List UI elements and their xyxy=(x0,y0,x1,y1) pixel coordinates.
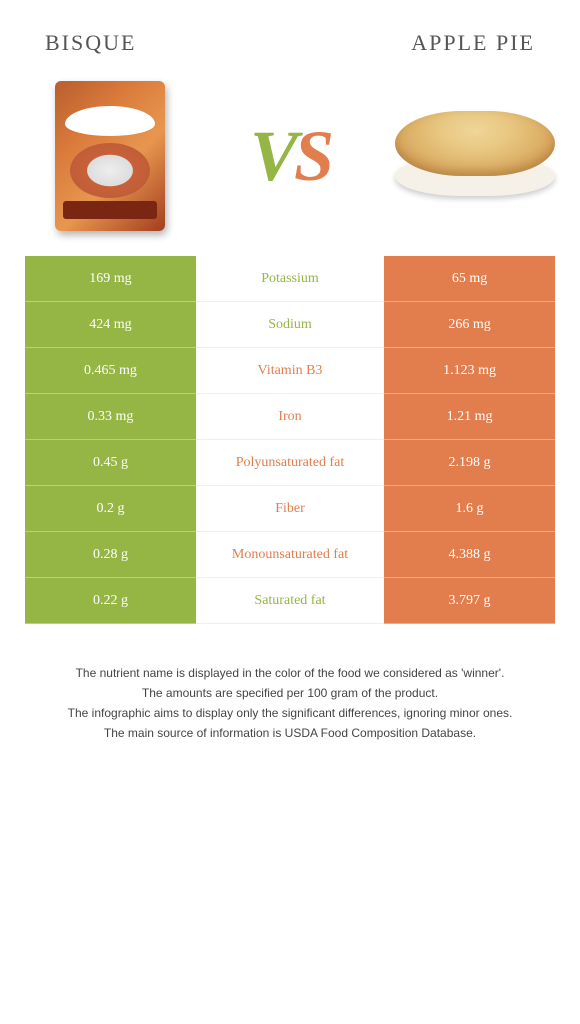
nutrient-label: Vitamin B3 xyxy=(196,348,384,394)
nutrient-row: 0.22 gSaturated fat3.797 g xyxy=(25,578,555,624)
nutrient-label: Saturated fat xyxy=(196,578,384,624)
nutrient-label: Polyunsaturated fat xyxy=(196,440,384,486)
left-value: 0.2 g xyxy=(25,486,196,532)
nutrient-row: 0.45 gPolyunsaturated fat2.198 g xyxy=(25,440,555,486)
nutrient-row: 169 mgPotassium65 mg xyxy=(25,256,555,302)
nutrient-row: 0.2 gFiber1.6 g xyxy=(25,486,555,532)
title-row: BISQUE APPLE PIE xyxy=(25,30,555,81)
right-food-title: APPLE PIE xyxy=(411,30,535,56)
nutrient-label: Monounsaturated fat xyxy=(196,532,384,578)
footer-line: The nutrient name is displayed in the co… xyxy=(40,664,540,682)
right-value: 3.797 g xyxy=(384,578,555,624)
apple-pie-icon xyxy=(395,111,545,201)
infographic: BISQUE APPLE PIE VS 169 mgPotassium65 mg… xyxy=(0,0,580,774)
right-value: 4.388 g xyxy=(384,532,555,578)
vs-v: V xyxy=(250,116,294,196)
right-food-image xyxy=(395,81,545,231)
left-value: 0.22 g xyxy=(25,578,196,624)
nutrient-label: Iron xyxy=(196,394,384,440)
vs-label: VS xyxy=(250,115,330,198)
left-value: 0.465 mg xyxy=(25,348,196,394)
nutrient-row: 0.33 mgIron1.21 mg xyxy=(25,394,555,440)
nutrient-label: Sodium xyxy=(196,302,384,348)
nutrient-row: 424 mgSodium266 mg xyxy=(25,302,555,348)
right-value: 65 mg xyxy=(384,256,555,302)
footer-line: The main source of information is USDA F… xyxy=(40,724,540,742)
right-value: 2.198 g xyxy=(384,440,555,486)
footer-notes: The nutrient name is displayed in the co… xyxy=(25,624,555,754)
right-value: 1.21 mg xyxy=(384,394,555,440)
nutrient-label: Potassium xyxy=(196,256,384,302)
right-value: 1.6 g xyxy=(384,486,555,532)
vs-s: S xyxy=(294,116,330,196)
left-value: 424 mg xyxy=(25,302,196,348)
nutrient-table: 169 mgPotassium65 mg424 mgSodium266 mg0.… xyxy=(25,256,555,624)
left-food-title: BISQUE xyxy=(45,30,136,56)
left-food-image xyxy=(35,81,185,231)
footer-line: The amounts are specified per 100 gram o… xyxy=(40,684,540,702)
images-row: VS xyxy=(25,81,555,256)
left-value: 0.28 g xyxy=(25,532,196,578)
footer-line: The infographic aims to display only the… xyxy=(40,704,540,722)
left-value: 0.45 g xyxy=(25,440,196,486)
left-value: 0.33 mg xyxy=(25,394,196,440)
bisque-package-icon xyxy=(55,81,165,231)
right-value: 1.123 mg xyxy=(384,348,555,394)
nutrient-row: 0.465 mgVitamin B31.123 mg xyxy=(25,348,555,394)
left-value: 169 mg xyxy=(25,256,196,302)
nutrient-row: 0.28 gMonounsaturated fat4.388 g xyxy=(25,532,555,578)
nutrient-label: Fiber xyxy=(196,486,384,532)
right-value: 266 mg xyxy=(384,302,555,348)
